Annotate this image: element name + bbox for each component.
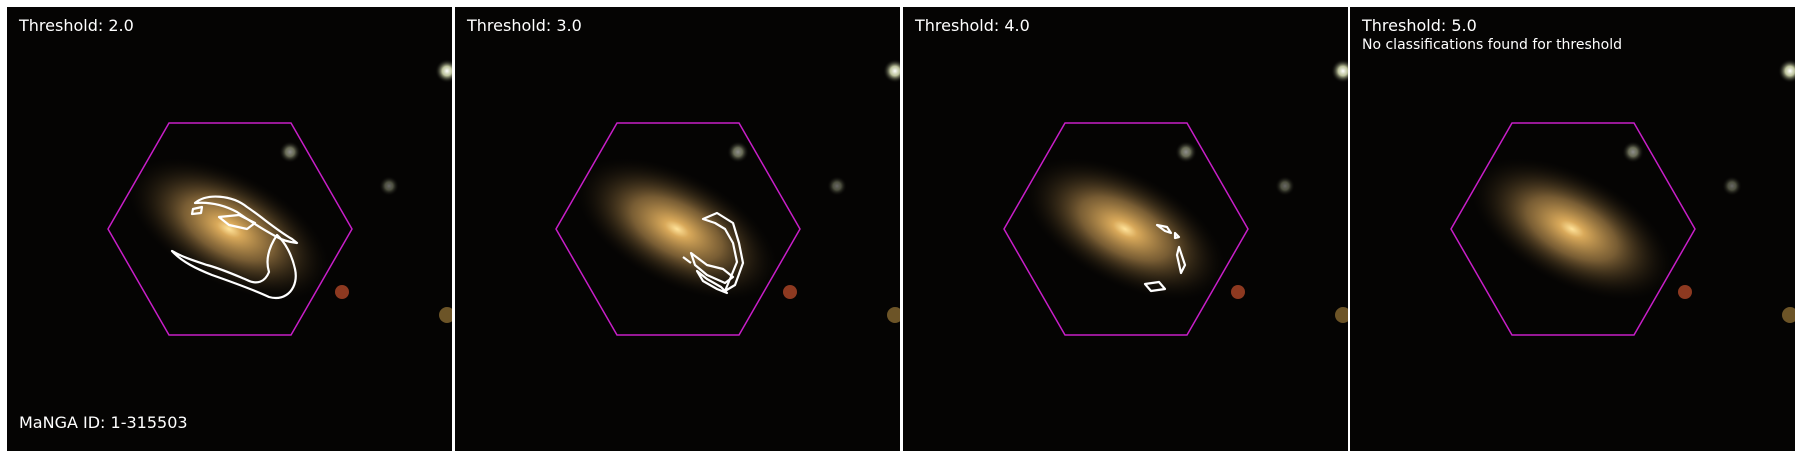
star-object xyxy=(1622,141,1644,163)
star-object xyxy=(727,141,749,163)
star-object xyxy=(827,176,847,196)
star-object xyxy=(1231,285,1245,299)
star-object xyxy=(1782,307,1795,323)
panel-threshold-2: Threshold: 2.0 MaNGA ID: 1-315503 xyxy=(7,7,452,451)
star-object xyxy=(883,59,900,83)
panel-title: Threshold: 3.0 xyxy=(467,16,582,35)
star-object xyxy=(439,307,452,323)
star-object xyxy=(435,59,452,83)
star-object xyxy=(335,285,349,299)
star-object xyxy=(783,285,797,299)
star-object xyxy=(379,176,399,196)
panel-threshold-3: Threshold: 3.0 xyxy=(455,7,900,451)
galaxy-image xyxy=(455,7,900,451)
star-object xyxy=(1335,307,1348,323)
star-object xyxy=(279,141,301,163)
star-object xyxy=(887,307,900,323)
galaxy-image xyxy=(903,7,1348,451)
galaxy xyxy=(576,158,778,300)
classification-contour xyxy=(1143,223,1187,293)
star-object xyxy=(1778,59,1795,83)
star-object xyxy=(1175,141,1197,163)
panel-title: Threshold: 2.0 xyxy=(19,16,134,35)
panel-threshold-5: Threshold: 5.0 No classifications found … xyxy=(1350,7,1795,451)
manga-id-label: MaNGA ID: 1-315503 xyxy=(19,413,188,432)
star-object xyxy=(1331,59,1348,83)
panel-threshold-4: Threshold: 4.0 xyxy=(903,7,1348,451)
galaxy-image xyxy=(7,7,452,451)
star-object xyxy=(1678,285,1692,299)
ifu-hexagon xyxy=(1450,122,1696,336)
classification-contour xyxy=(170,195,299,300)
panel-title: Threshold: 5.0 xyxy=(1362,16,1477,35)
star-object xyxy=(1275,176,1295,196)
galaxy xyxy=(128,158,330,300)
classification-contour xyxy=(682,211,745,295)
galaxy xyxy=(1471,158,1673,300)
no-classifications-note: No classifications found for threshold xyxy=(1362,37,1622,53)
galaxy xyxy=(1024,158,1226,300)
star-object xyxy=(1722,176,1742,196)
ifu-hexagon xyxy=(107,122,353,336)
panel-title: Threshold: 4.0 xyxy=(915,16,1030,35)
ifu-hexagon xyxy=(1003,122,1249,336)
galaxy-image xyxy=(1350,7,1795,451)
ifu-hexagon xyxy=(555,122,801,336)
